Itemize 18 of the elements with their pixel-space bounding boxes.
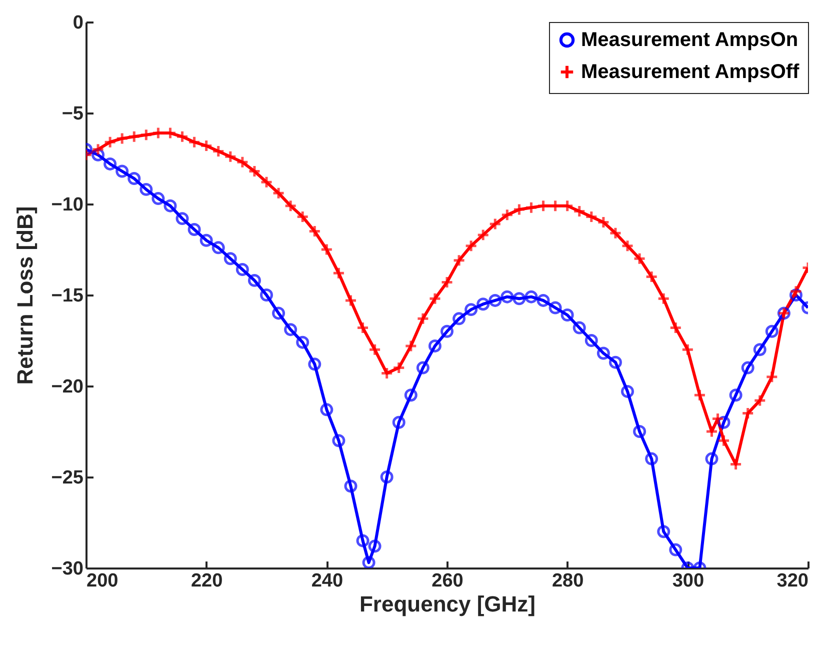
x-axis-title: Frequency [GHz] — [359, 592, 536, 616]
x-tick-label: 220 — [190, 570, 223, 592]
x-tick-label: 260 — [432, 570, 464, 592]
x-tick-label: 280 — [552, 570, 584, 592]
y-tick-label: −10 — [51, 194, 84, 216]
y-tick-label: −25 — [51, 468, 84, 488]
y-tick-label: 0 — [72, 12, 84, 34]
x-tick-label: 200 — [86, 570, 118, 592]
x-tick-label: 240 — [311, 570, 344, 592]
y-tick-label: −15 — [51, 286, 84, 306]
y-tick-label: −30 — [51, 558, 84, 580]
y-axis-title: Return Loss [dB] — [12, 206, 38, 385]
x-tick-label: 300 — [672, 570, 704, 592]
legend-label: Measurement AmpsOff — [581, 61, 800, 83]
legend-label: Measurement AmpsOn — [581, 29, 798, 51]
x-tick-label: 320 — [776, 570, 808, 592]
y-tick-label: −5 — [62, 104, 84, 124]
y-tick-label: −20 — [51, 376, 84, 398]
